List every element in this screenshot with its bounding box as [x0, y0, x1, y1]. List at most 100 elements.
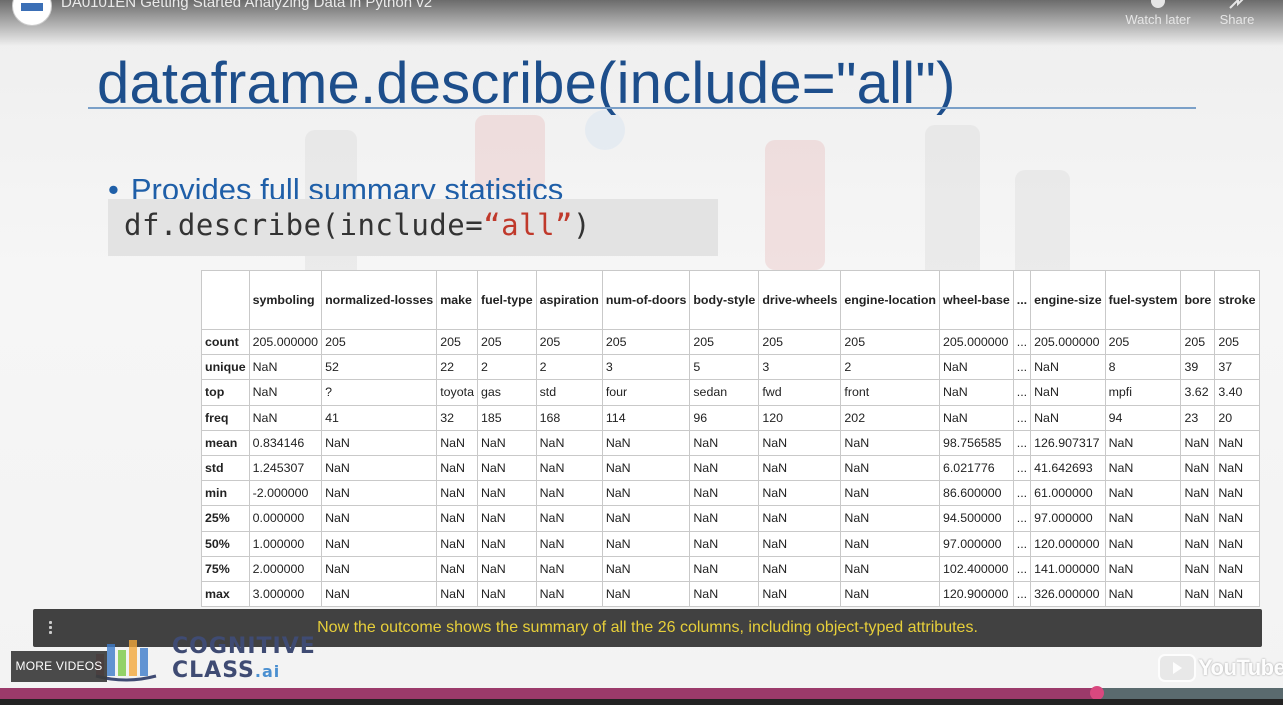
table-row: 75% 2.000000 NaN NaN NaN NaN NaN NaN NaN NaN 102.4…	[201, 555, 1260, 582]
table-row: 50% 1.000000 NaN NaN NaN NaN NaN NaN NaN NaN 97.00…	[201, 530, 1260, 557]
row-label: 25%	[201, 505, 250, 532]
table-cell: 205	[1180, 328, 1216, 356]
progress-scrubber[interactable]	[1090, 686, 1104, 700]
table-cell: NaN	[689, 555, 760, 582]
table-cell: 202	[840, 404, 940, 431]
table-cell: 3	[601, 354, 691, 381]
table-cell: NaN	[689, 454, 760, 482]
table-cell: NaN	[535, 580, 603, 608]
table-cell: NaN	[1104, 454, 1182, 482]
table-cell: NaN	[601, 454, 691, 482]
table-cell: NaN	[601, 555, 691, 582]
column-header: fuel-system	[1104, 270, 1182, 330]
table-cell: 3.40	[1214, 379, 1260, 406]
table-cell: NaN	[321, 530, 438, 557]
table-cell: NaN	[1180, 429, 1216, 456]
column-header: wheel-base	[938, 270, 1014, 330]
table-cell: ...	[1012, 328, 1032, 356]
table-cell: NaN	[535, 480, 603, 507]
table-cell: 2.000000	[248, 555, 323, 582]
table-cell: 22	[436, 354, 478, 381]
table-cell: NaN	[535, 454, 603, 482]
column-header: engine-location	[840, 270, 940, 330]
table-cell: 20	[1214, 404, 1260, 431]
table-cell: NaN	[1030, 354, 1106, 381]
youtube-logo[interactable]: YouTube	[1158, 654, 1283, 683]
logo-class-text: CLASS	[172, 658, 255, 683]
table-cell: 205.000000	[938, 328, 1014, 356]
table-row: mean 0.834146 NaN NaN NaN NaN NaN NaN NaN NaN 98.7…	[201, 429, 1260, 456]
share-arrow-icon	[1228, 0, 1246, 10]
table-cell: ...	[1012, 404, 1032, 431]
watch-later-button[interactable]: Watch later	[1120, 0, 1196, 27]
column-header: normalized-losses	[321, 270, 438, 330]
table-cell: -2.000000	[248, 480, 323, 507]
table-cell: NaN	[535, 429, 603, 456]
table-cell: 6.021776	[938, 454, 1014, 482]
share-button[interactable]: Share	[1212, 0, 1262, 27]
table-cell: NaN	[436, 530, 478, 557]
table-cell: ...	[1012, 429, 1032, 456]
table-cell: ...	[1012, 379, 1032, 406]
more-videos-button[interactable]: MORE VIDEOS	[11, 651, 107, 682]
column-header: num-of-doors	[601, 270, 691, 330]
column-header: drive-wheels	[758, 270, 842, 330]
table-row: 25% 0.000000 NaN NaN NaN NaN NaN NaN NaN NaN 94.50…	[201, 505, 1260, 532]
table-cell: NaN	[1214, 580, 1260, 608]
table-cell: 2	[476, 354, 537, 381]
video-title[interactable]: DA0101EN Getting Started Analyzing Data …	[61, 0, 433, 11]
more-vertical-icon[interactable]	[49, 621, 53, 635]
table-cell: 96	[689, 404, 760, 431]
table-cell: 97.000000	[1030, 505, 1106, 532]
table-cell: NaN	[840, 454, 940, 482]
table-cell: 94	[1104, 404, 1182, 431]
code-suffix: )	[573, 208, 591, 242]
table-cell: NaN	[1104, 505, 1182, 532]
table-cell: 3.000000	[248, 580, 323, 608]
channel-avatar[interactable]	[12, 0, 52, 26]
progress-bar-fill	[0, 688, 1097, 699]
table-cell: NaN	[1214, 530, 1260, 557]
table-cell: 94.500000	[938, 505, 1014, 532]
row-label: std	[201, 454, 250, 482]
table-cell: 86.600000	[938, 480, 1014, 507]
table-row: std 1.245307 NaN NaN NaN NaN NaN NaN NaN NaN 6.021…	[201, 454, 1260, 482]
cognitive-class-logo: COGNITIVE CLASS.ai	[92, 634, 315, 684]
table-cell: 41.642693	[1030, 454, 1106, 482]
table-cell: NaN	[1180, 505, 1216, 532]
table-cell: 120	[758, 404, 842, 431]
dataframe-table: symboling normalized-losses make fuel-type a…	[201, 270, 1260, 608]
share-label: Share	[1219, 12, 1255, 27]
slide-canvas: dataframe.describe(include="all") • Provi…	[0, 0, 1283, 690]
column-header: bore	[1180, 270, 1216, 330]
table-cell: NaN	[321, 480, 438, 507]
table-cell: 126.907317	[1030, 429, 1106, 456]
table-cell: NaN	[758, 530, 842, 557]
table-cell: NaN	[840, 555, 940, 582]
table-cell: NaN	[689, 530, 760, 557]
table-cell: 114	[601, 404, 691, 431]
table-cell: 205	[535, 328, 603, 356]
table-cell: NaN	[248, 354, 323, 381]
player-top-bar: DA0101EN Getting Started Analyzing Data …	[0, 0, 1283, 46]
row-label: top	[201, 379, 250, 406]
background-bar-decoration	[765, 140, 825, 270]
table-cell: sedan	[689, 379, 760, 406]
table-cell: 102.400000	[938, 555, 1014, 582]
table-cell: 205	[476, 328, 537, 356]
table-cell: 41	[321, 404, 438, 431]
table-cell: 5	[689, 354, 760, 381]
table-cell: NaN	[1180, 480, 1216, 507]
watch-later-label: Watch later	[1125, 12, 1191, 27]
table-cell: ...	[1012, 555, 1032, 582]
column-header: fuel-type	[476, 270, 537, 330]
row-label: max	[201, 580, 250, 608]
table-cell: NaN	[1104, 480, 1182, 507]
table-cell: NaN	[840, 530, 940, 557]
table-cell: 185	[476, 404, 537, 431]
table-cell: NaN	[689, 505, 760, 532]
table-cell: 120.900000	[938, 580, 1014, 608]
table-cell: 205	[601, 328, 691, 356]
table-cell: 1.245307	[248, 454, 323, 482]
row-label: 75%	[201, 555, 250, 582]
